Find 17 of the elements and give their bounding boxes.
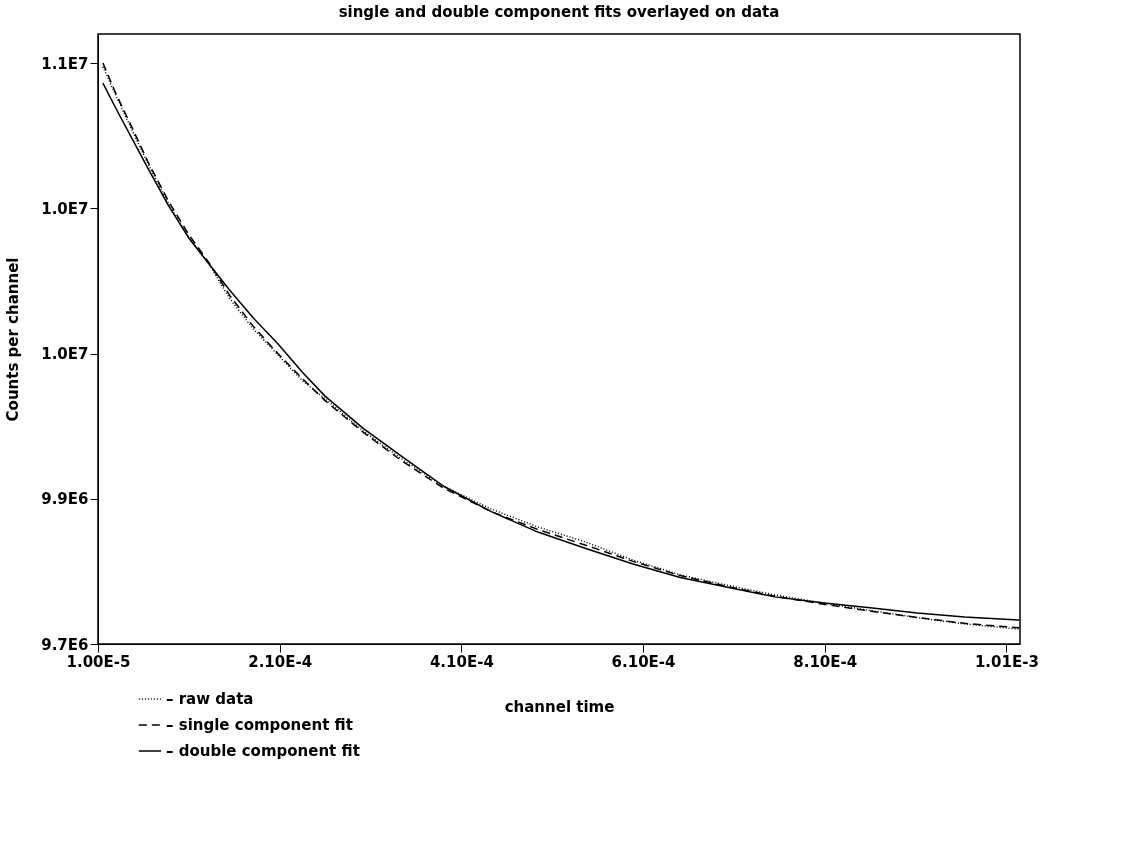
x-tick-label: 1.01E-3 bbox=[974, 652, 1039, 671]
x-axis-title: channel time bbox=[504, 697, 615, 716]
legend-label: – double component fit bbox=[166, 742, 360, 760]
y-tick-label: 1.1E7 bbox=[41, 54, 89, 73]
x-tick-label: 4.10E-4 bbox=[429, 652, 494, 671]
x-tick-label: 8.10E-4 bbox=[793, 652, 858, 671]
x-tick-label: 6.10E-4 bbox=[611, 652, 676, 671]
legend-label: – single component fit bbox=[166, 716, 353, 734]
x-tick-label: 1.00E-5 bbox=[66, 652, 131, 671]
y-tick-label: 9.9E6 bbox=[41, 490, 89, 509]
y-tick-label: 1.0E7 bbox=[41, 345, 89, 364]
x-tick-label: 2.10E-4 bbox=[248, 652, 313, 671]
chart-title: single and double component fits overlayed on data bbox=[338, 3, 780, 21]
y-tick-label: 1.0E7 bbox=[41, 199, 89, 218]
y-axis-title: Counts per channel bbox=[4, 257, 23, 422]
legend-label: – raw data bbox=[166, 690, 254, 708]
y-tick-label: 9.7E6 bbox=[41, 635, 89, 654]
